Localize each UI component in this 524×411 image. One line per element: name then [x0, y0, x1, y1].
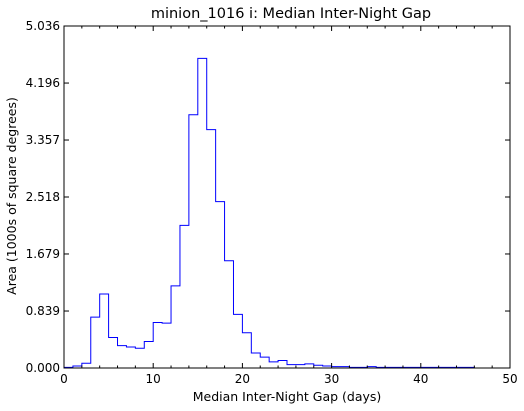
x-tick-label: 0 — [60, 372, 68, 386]
y-tick-label: 0.839 — [26, 304, 60, 318]
x-tick-label: 50 — [502, 372, 517, 386]
series-line-0 — [64, 57, 510, 369]
y-tick-label: 5.036 — [26, 19, 60, 33]
x-tick-label: 10 — [146, 372, 161, 386]
y-axis-label: Area (1000s of square degrees) — [4, 97, 19, 295]
y-tick-label: 3.357 — [26, 133, 60, 147]
x-tick-label: 20 — [235, 372, 250, 386]
y-tick-label: 4.196 — [26, 76, 60, 90]
y-tick-label: 0.000 — [26, 361, 60, 375]
chart-title: minion_1016 i: Median Inter-Night Gap — [151, 6, 431, 22]
x-tick-label: 30 — [324, 372, 339, 386]
x-tick-label: 40 — [413, 372, 428, 386]
plot-area: 0 10 20 30 40 50 0.000 0.839 1.679 2.518 3.357 4.19… — [26, 19, 518, 386]
y-tick-label: 2.518 — [26, 190, 60, 204]
x-axis-label: Median Inter-Night Gap (days) — [193, 389, 382, 404]
plot-frame — [63, 25, 511, 369]
y-tick-label: 1.679 — [26, 247, 60, 261]
